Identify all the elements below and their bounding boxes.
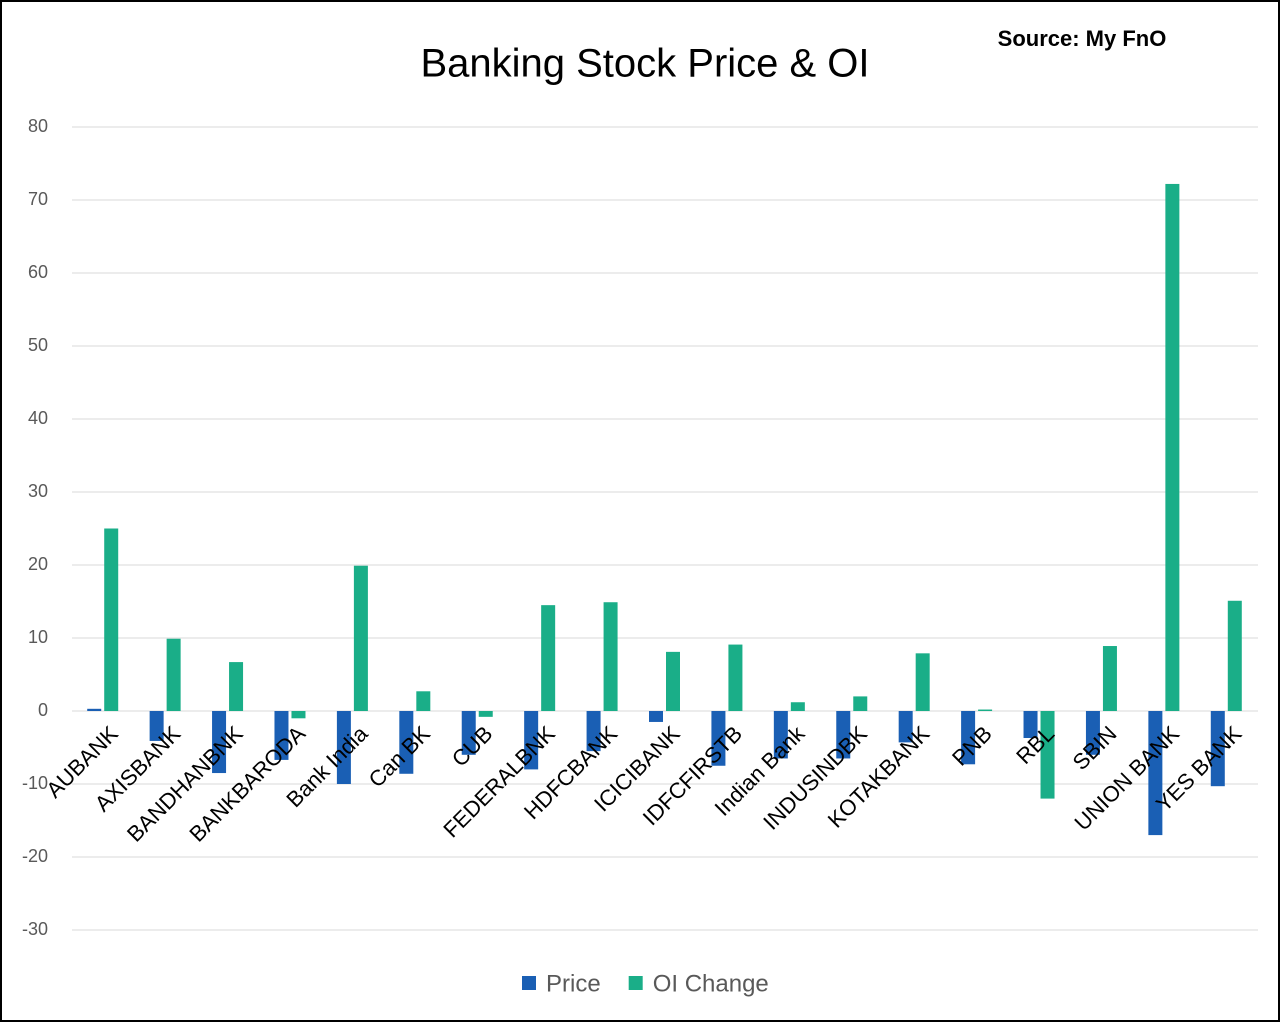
legend-swatch [628, 976, 643, 990]
bar [586, 711, 601, 752]
bar [790, 702, 805, 711]
bar [836, 711, 851, 759]
y-tick-label: 80 [28, 116, 48, 136]
bar [524, 711, 539, 770]
y-tick-label: 50 [28, 335, 48, 355]
bar [1102, 646, 1117, 711]
bar [1165, 183, 1180, 711]
bar [353, 565, 368, 711]
bar [149, 711, 164, 741]
bar [229, 662, 244, 711]
y-tick-label: 60 [28, 262, 48, 282]
bar [1023, 711, 1038, 739]
bar [1227, 600, 1242, 711]
bar [853, 696, 868, 711]
bar [1040, 711, 1055, 799]
y-tick-label: 70 [28, 189, 48, 209]
bar [399, 711, 414, 774]
y-tick-label: 10 [28, 627, 48, 647]
bar [212, 711, 227, 774]
bar [274, 711, 289, 760]
source-note: Source: My FnO [998, 26, 1167, 51]
chart-title: Banking Stock Price & OI [420, 42, 869, 86]
bar [461, 711, 476, 755]
y-tick-label: 40 [28, 408, 48, 428]
bar [728, 644, 743, 711]
bar [711, 711, 726, 766]
bar [961, 711, 976, 765]
bar [978, 709, 993, 711]
y-tick-label: 20 [28, 554, 48, 574]
bar [649, 711, 663, 722]
bar [773, 711, 788, 759]
bar [1148, 711, 1163, 836]
bar [541, 605, 556, 711]
bar [104, 528, 119, 711]
bar [478, 711, 493, 717]
y-tick-label: -20 [22, 846, 48, 866]
bar [915, 653, 930, 711]
bar [166, 638, 181, 711]
bar [416, 691, 431, 711]
y-tick-label: -10 [22, 773, 48, 793]
legend-label: Price [546, 970, 601, 997]
bar [87, 708, 102, 711]
legend-label: OI Change [653, 970, 769, 997]
bar [336, 711, 351, 784]
bar [603, 602, 618, 711]
y-tick-label: -30 [22, 919, 48, 939]
bar [1085, 711, 1100, 755]
y-tick-label: 0 [38, 700, 48, 720]
y-tick-label: 30 [28, 481, 48, 501]
legend-swatch [522, 976, 536, 990]
bar [898, 711, 913, 743]
bar [291, 711, 306, 719]
bar [666, 651, 680, 711]
bar [1210, 711, 1225, 787]
